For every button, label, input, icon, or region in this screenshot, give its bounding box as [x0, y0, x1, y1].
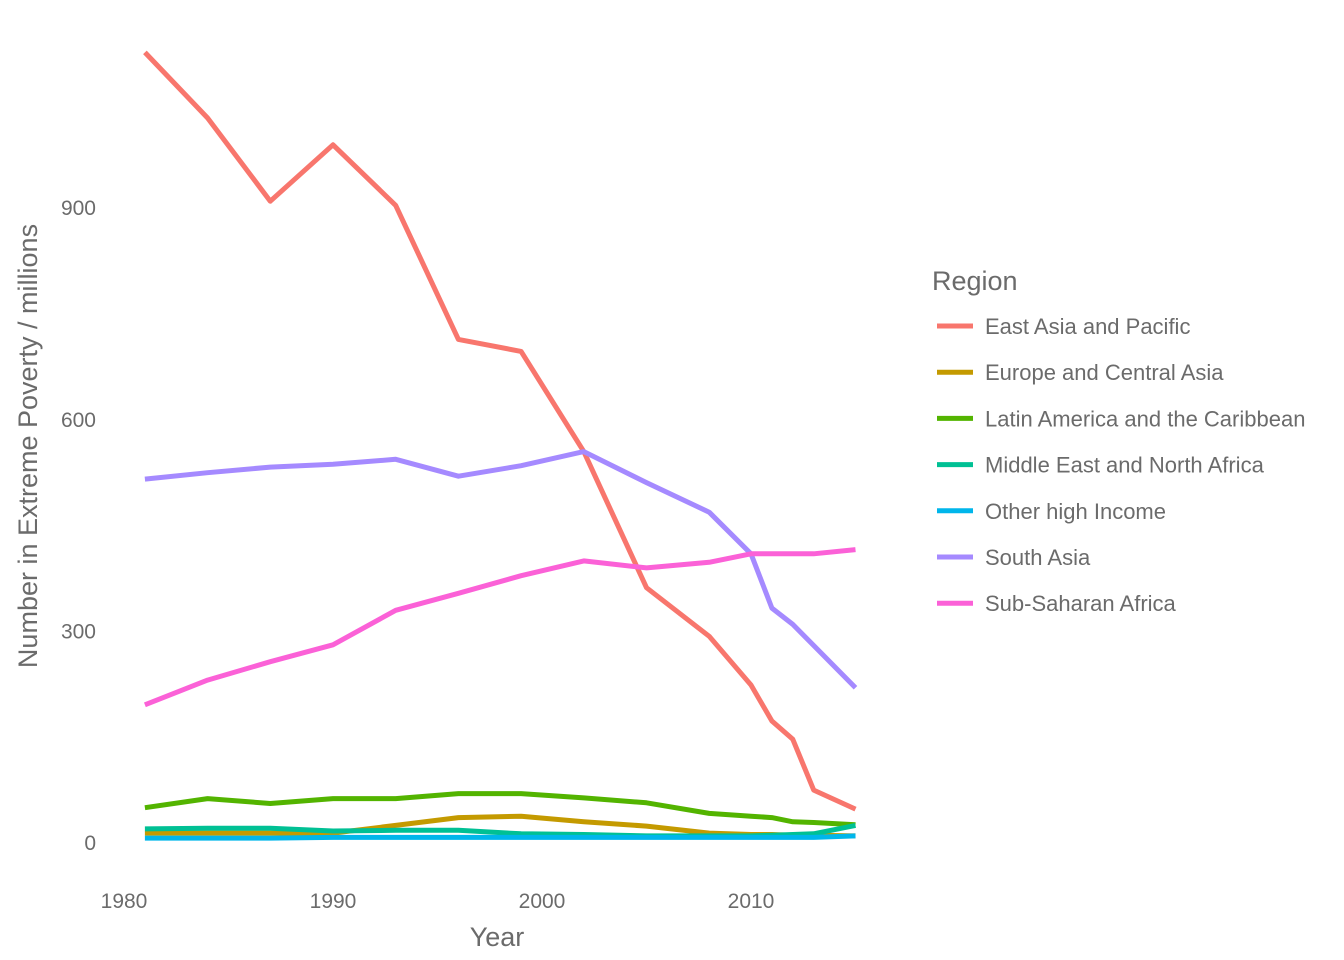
legend-label: Sub-Saharan Africa	[985, 591, 1177, 616]
legend: Region East Asia and Pacific Europe and C…	[932, 266, 1305, 616]
series-line	[144, 833, 856, 841]
series-line	[143, 547, 856, 708]
x-tick-label: 2010	[728, 890, 775, 913]
series-line	[144, 822, 856, 839]
legend-items: East Asia and Pacific Europe and Central …	[937, 314, 1305, 616]
x-tick-label: 1990	[310, 890, 357, 913]
x-tick-label: 1980	[101, 890, 148, 913]
y-tick-label: 600	[61, 409, 96, 432]
series-line	[144, 791, 856, 828]
legend-title: Region	[932, 266, 1018, 296]
y-tick-label: 0	[84, 832, 96, 855]
y-tick-label: 300	[61, 620, 96, 643]
series-lines	[143, 50, 858, 841]
y-tick-label: 900	[61, 197, 96, 220]
series-line	[143, 50, 857, 812]
y-axis-tick-labels: 0 300 600 900	[61, 197, 96, 855]
legend-label: Other high Income	[985, 499, 1166, 524]
legend-label: Middle East and North Africa	[985, 453, 1265, 478]
legend-label: South Asia	[985, 545, 1091, 570]
legend-label: Europe and Central Asia	[985, 360, 1224, 385]
x-tick-label: 2000	[519, 890, 566, 913]
x-axis-tick-labels: 1980 1990 2000 2010	[101, 890, 775, 913]
legend-label: East Asia and Pacific	[985, 314, 1190, 339]
x-axis-title: Year	[470, 922, 525, 952]
series-line	[144, 449, 858, 690]
legend-label: Latin America and the Caribbean	[985, 406, 1305, 431]
y-axis-title: Number in Extreme Poverty / millions	[13, 224, 43, 668]
